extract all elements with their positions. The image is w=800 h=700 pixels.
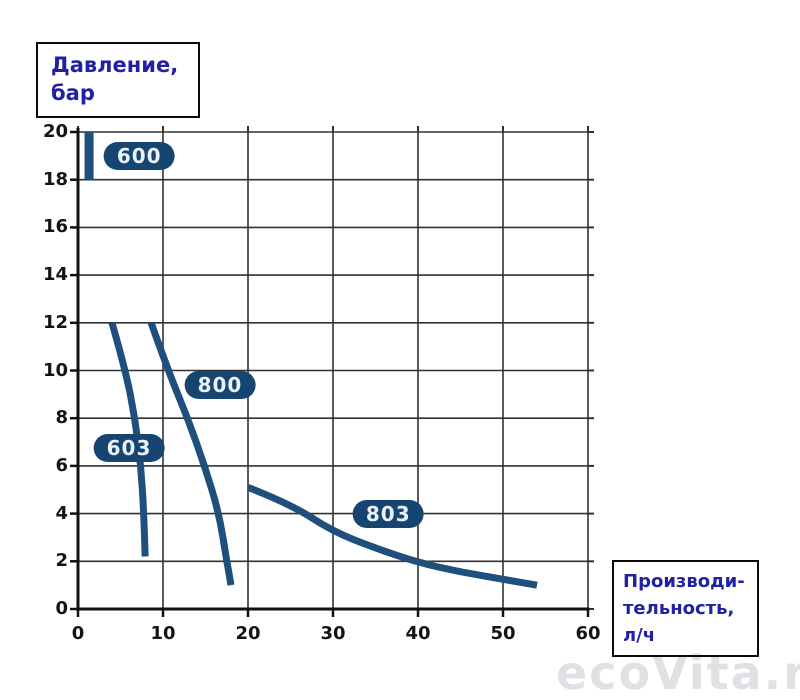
x-tick-label-0: 0	[71, 623, 85, 644]
y-axis-title-line1: Давление,	[51, 53, 179, 77]
x-tick-label-30: 30	[320, 623, 346, 644]
y-tick-label-6: 6	[55, 454, 68, 476]
x-tick-label-60: 60	[575, 623, 601, 644]
x-axis-title-line3: л/ч	[623, 625, 656, 646]
series-label-pill-803: 803	[352, 499, 424, 528]
y-tick-label-8: 8	[55, 407, 68, 429]
series-label-pill-800: 800	[184, 370, 256, 399]
x-tick-label-40: 40	[405, 623, 431, 644]
x-tick-label-50: 50	[490, 623, 516, 644]
x-axis-title-line1: Производи-	[623, 571, 745, 592]
y-tick-label-10: 10	[42, 359, 68, 381]
y-axis-title-box: Давление, бар	[36, 42, 200, 118]
y-tick-label-12: 12	[42, 311, 68, 333]
y-tick-label-2: 2	[55, 550, 68, 572]
series-label-pill-603: 603	[93, 434, 165, 462]
y-tick-label-20: 20	[42, 121, 68, 142]
curve-803	[246, 484, 538, 589]
y-tick-label-18: 18	[42, 168, 68, 190]
x-axis-title-line2: тельность,	[623, 598, 735, 619]
curve-800	[147, 321, 235, 586]
x-tick-label-10: 10	[150, 623, 176, 644]
y-axis-title-line2: бар	[51, 81, 95, 105]
y-tick-label-14: 14	[42, 264, 68, 286]
y-tick-label-16: 16	[42, 216, 68, 238]
x-tick-label-20: 20	[235, 623, 261, 644]
series-label-pill-600: 600	[103, 141, 175, 170]
y-tick-label-0: 0	[55, 598, 68, 619]
y-tick-label-4: 4	[55, 502, 68, 524]
x-axis-title-box: Производи- тельность, л/ч	[612, 560, 759, 657]
